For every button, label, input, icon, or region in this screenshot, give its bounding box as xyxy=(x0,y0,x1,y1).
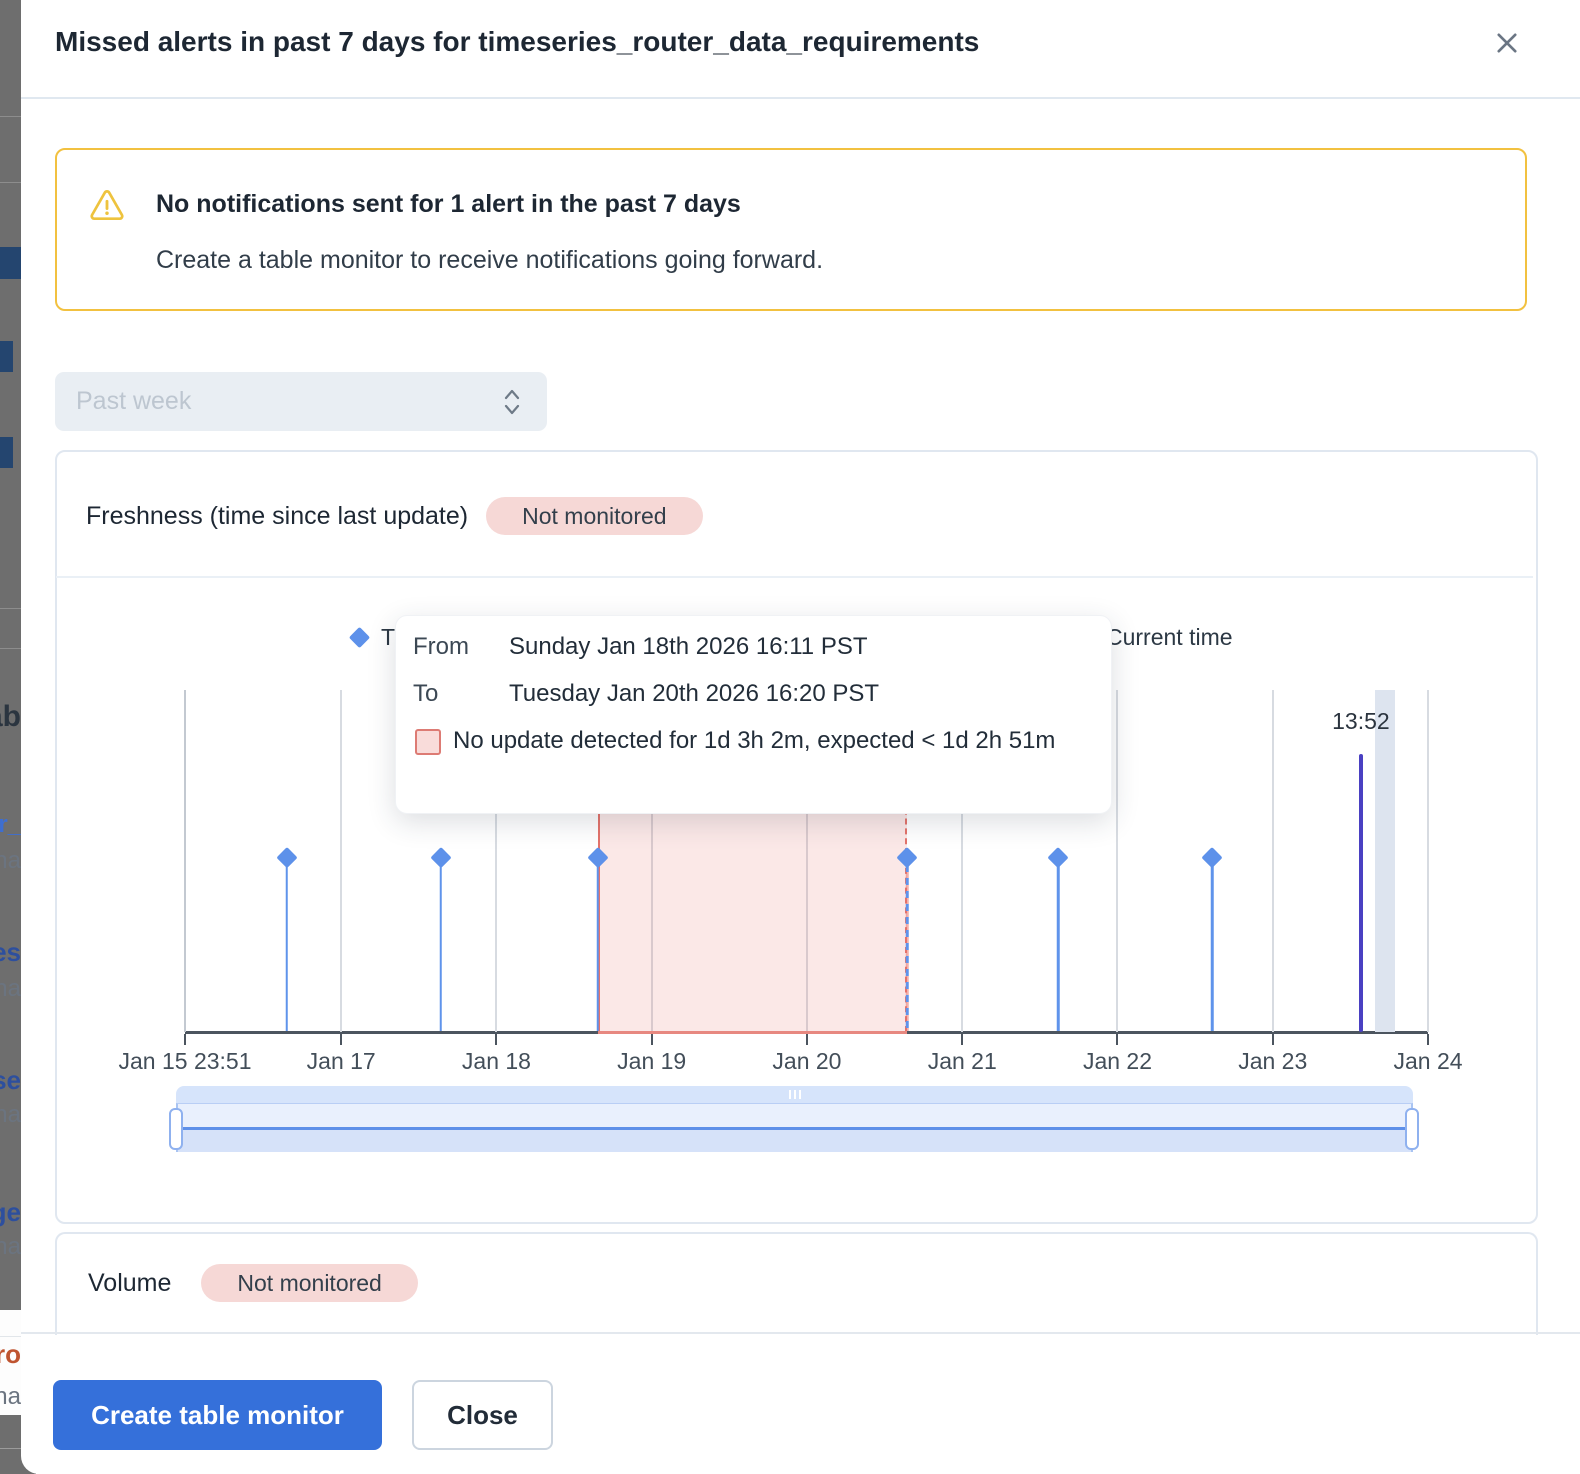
x-axis-tick-label: Jan 15 23:51 xyxy=(118,1048,252,1074)
warning-banner xyxy=(55,148,1527,311)
gridline xyxy=(650,690,653,1032)
x-axis-tick-label: Jan 19 xyxy=(617,1048,687,1074)
x-axis-tick xyxy=(1271,1034,1274,1045)
close-icon[interactable] xyxy=(1490,26,1524,60)
x-axis-tick xyxy=(495,1034,498,1045)
x-axis-tick-label: Jan 17 xyxy=(306,1048,376,1074)
update-marker-stem xyxy=(1210,865,1214,1031)
x-axis-tick xyxy=(650,1034,653,1045)
tooltip-from-row: From Sunday Jan 18th 2026 16:11 PST xyxy=(413,633,868,661)
grip-icon xyxy=(788,1090,801,1099)
freshness-title: Freshness (time since last update) xyxy=(86,501,469,530)
tooltip-to-value: Tuesday Jan 20th 2026 16:20 PST xyxy=(509,680,880,707)
nav-highlight xyxy=(0,341,13,372)
x-axis-tick xyxy=(961,1034,964,1045)
tooltip-incident-text: No update detected for 1d 3h 2m, expecte… xyxy=(453,727,1056,754)
background-text-fragment: es xyxy=(0,937,21,967)
update-marker-stem xyxy=(285,865,289,1031)
background-text-fragment: na xyxy=(0,1233,21,1260)
current-run-time-label: 13:52 xyxy=(1332,708,1390,734)
warning-icon xyxy=(88,187,126,225)
x-axis-tick-label: Jan 24 xyxy=(1393,1048,1463,1074)
close-button[interactable]: Close xyxy=(412,1380,553,1450)
warning-title: No notifications sent for 1 alert in the… xyxy=(156,190,741,218)
card-divider xyxy=(56,576,1533,578)
background-text-fragment: r_ xyxy=(0,811,21,838)
divider xyxy=(0,608,36,609)
gridline xyxy=(961,690,964,1032)
gridline xyxy=(1116,690,1119,1032)
incident-axis-segment xyxy=(597,1031,908,1034)
gridline xyxy=(1427,690,1429,1032)
background-text-fragment: na xyxy=(0,975,21,1002)
tooltip-from-label: From xyxy=(413,633,469,660)
background-text-fragment: na xyxy=(0,1383,21,1410)
background-text-fragment: ge xyxy=(0,1197,21,1227)
x-axis-tick xyxy=(1427,1034,1429,1045)
x-axis-tick-label: Jan 22 xyxy=(1082,1048,1152,1074)
background-text-fragment: ro xyxy=(0,1339,21,1369)
tooltip-to-label: To xyxy=(413,680,439,707)
create-table-monitor-button[interactable]: Create table monitor xyxy=(53,1380,382,1450)
background-text-fragment: se xyxy=(0,1065,21,1095)
update-marker[interactable] xyxy=(276,846,298,868)
x-axis-tick-label: Jan 23 xyxy=(1238,1048,1308,1074)
modal-title: Missed alerts in past 7 days for timeser… xyxy=(55,26,980,57)
freshness-status-badge: Not monitored xyxy=(486,497,703,535)
header-divider xyxy=(21,97,1580,99)
divider xyxy=(0,648,36,649)
warning-description: Create a table monitor to receive notifi… xyxy=(156,246,824,274)
divider xyxy=(0,182,36,183)
gridline xyxy=(340,690,343,1032)
time-range-select[interactable]: Past week xyxy=(55,372,547,431)
update-marker-stem xyxy=(596,865,599,1031)
update-marker-stem xyxy=(906,865,909,1031)
update-marker[interactable] xyxy=(1047,846,1069,868)
nav-highlight xyxy=(0,437,13,468)
range-slider[interactable] xyxy=(169,1086,1419,1154)
gridline xyxy=(184,690,186,1032)
gridline xyxy=(805,690,808,1032)
incident-swatch-icon xyxy=(415,729,441,755)
freshness-tooltip: From Sunday Jan 18th 2026 16:11 PST To Tue… xyxy=(395,615,1112,814)
volume-title: Volume xyxy=(88,1268,172,1297)
background-text-fragment: na xyxy=(0,847,21,874)
x-axis-tick-label: Jan 21 xyxy=(927,1048,997,1074)
x-axis-tick xyxy=(184,1034,186,1045)
gridline xyxy=(1271,690,1274,1032)
footer-divider xyxy=(21,1332,1580,1334)
x-axis-tick xyxy=(340,1034,343,1045)
volume-status-badge: Not monitored xyxy=(201,1264,418,1302)
divider xyxy=(0,1336,21,1337)
update-marker-stem xyxy=(1056,865,1060,1031)
background-text-fragment: na xyxy=(0,1101,21,1128)
gridline xyxy=(495,690,498,1032)
divider xyxy=(0,1448,36,1449)
x-axis-tick-label: Jan 18 xyxy=(461,1048,531,1074)
update-marker[interactable] xyxy=(1201,846,1223,868)
slider-handle-right[interactable] xyxy=(1405,1108,1419,1150)
select-chevron-icon xyxy=(501,385,523,424)
time-range-value: Past week xyxy=(76,387,192,415)
slider-midline xyxy=(176,1127,1413,1130)
divider xyxy=(0,116,36,117)
update-marker[interactable] xyxy=(430,846,451,868)
tooltip-from-value: Sunday Jan 18th 2026 16:11 PST xyxy=(509,633,868,660)
x-axis-tick-label: Jan 20 xyxy=(772,1048,842,1074)
x-axis-tick xyxy=(1116,1034,1119,1045)
slider-grip-bar[interactable] xyxy=(176,1086,1413,1103)
background-text-fragment: ab xyxy=(0,700,21,733)
legend-update-label-fragment: T xyxy=(381,624,396,650)
tooltip-to-row: To Tuesday Jan 20th 2026 16:20 PST xyxy=(413,680,879,708)
x-axis-tick xyxy=(805,1034,808,1045)
current-time-band xyxy=(1374,690,1395,1032)
slider-handle-left[interactable] xyxy=(169,1108,183,1150)
legend-current-time-label: Current time xyxy=(1106,624,1233,650)
update-marker-stem xyxy=(439,865,442,1031)
current-run-line xyxy=(1358,754,1363,1032)
